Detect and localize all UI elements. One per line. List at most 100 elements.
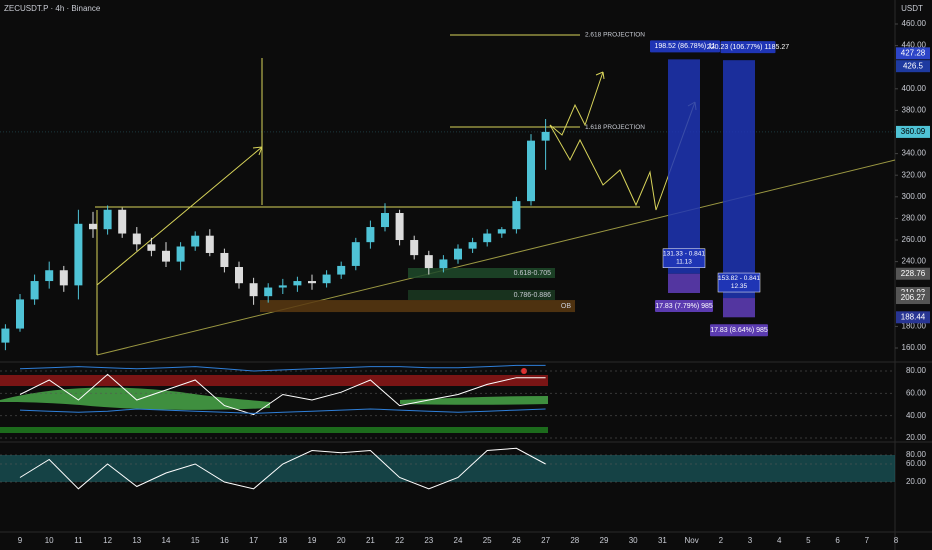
candle-body: [454, 248, 462, 260]
arrow-head: [252, 146, 263, 156]
candle-body: [468, 242, 477, 249]
x-tick-label: 30: [629, 536, 638, 545]
candle-body: [322, 274, 331, 284]
candle-body: [264, 287, 273, 297]
x-tick-label: 10: [45, 536, 54, 545]
y-tick-label: 20.00: [906, 477, 927, 486]
x-tick-label: 31: [658, 536, 667, 545]
target-zone: [723, 60, 755, 299]
stop-label: 17.83 (7.79%) 985: [655, 303, 713, 310]
y-tick-label: 300.00: [902, 192, 927, 201]
mid-label-bg: [717, 272, 761, 293]
y-tick-label: 80.00: [906, 450, 927, 459]
candle-body: [395, 213, 404, 241]
mid-label: 153.82 - 0.841: [718, 275, 760, 282]
zone-label: OB: [561, 303, 571, 310]
arrow: [96, 146, 263, 286]
zone-label: 0.618-0.705: [514, 270, 551, 277]
x-tick-label: 26: [512, 536, 521, 545]
x-tick-label: 24: [454, 536, 463, 545]
target-label: 198.52 (86.78%) 11: [655, 43, 716, 50]
candle-body: [220, 252, 229, 268]
candle-body: [512, 201, 521, 230]
price-tag-label: 427.28: [901, 48, 926, 57]
price-tag-label: 228.76: [901, 269, 926, 278]
candle-body: [278, 285, 287, 288]
candle-body: [410, 240, 419, 256]
y-tick-label: 320.00: [902, 170, 927, 179]
y-tick-label: 180.00: [902, 322, 927, 331]
candle-body: [337, 265, 346, 275]
y-tick-label: 280.00: [902, 214, 927, 223]
x-tick-label: 8: [894, 536, 899, 545]
candle-body: [249, 283, 258, 297]
x-tick-label: 17: [249, 536, 258, 545]
x-tick-label: 28: [570, 536, 579, 545]
price-tag: [896, 47, 930, 60]
candle-body: [16, 299, 24, 329]
y-tick-label: 60.00: [906, 388, 927, 397]
indicator-line: [19, 408, 546, 414]
band-fill: [0, 455, 895, 482]
candle-body: [89, 223, 97, 230]
x-tick-label: Nov: [684, 536, 698, 545]
candle-body: [527, 140, 535, 202]
candle-body: [351, 242, 360, 266]
indicator-line: [19, 447, 546, 490]
y-tick-label: 40.00: [906, 411, 927, 420]
candle-body: [147, 244, 156, 251]
x-tick-label: 23: [424, 536, 433, 545]
y-tick-label: 380.00: [902, 106, 927, 115]
mid-label: 12.35: [731, 283, 748, 290]
y-tick-label: 340.00: [902, 149, 927, 158]
price-tag: [896, 60, 930, 73]
candle-body: [45, 270, 54, 282]
red-band: [0, 375, 548, 386]
x-tick-label: 6: [835, 536, 840, 545]
stop-label-bg: [655, 300, 713, 313]
zone: [408, 290, 555, 301]
stop-zone: [668, 273, 700, 294]
candle-body: [162, 250, 170, 262]
x-tick-label: 3: [748, 536, 753, 545]
y-tick-label: 20.00: [906, 433, 927, 442]
x-tick-label: 22: [395, 536, 404, 545]
candle-body: [103, 209, 112, 230]
trend-line: [96, 159, 896, 356]
price-tag-label: 426.5: [903, 61, 924, 70]
candle-body: [293, 281, 302, 286]
y-tick-label: 400.00: [902, 84, 927, 93]
symbol-title: ZECUSDT.P · 4h · Binance: [4, 4, 101, 13]
price-tag: [896, 292, 930, 305]
projection-label: 2.618 PROJECTION: [585, 32, 645, 39]
x-tick-label: 12: [103, 536, 112, 545]
candle-body: [381, 213, 389, 228]
candle-body: [30, 281, 39, 300]
candle-body: [1, 328, 10, 343]
candle-body: [424, 255, 433, 269]
price-tag-label: 206.27: [901, 293, 926, 302]
candle-body: [497, 229, 506, 234]
price-tag-label: 360.09: [901, 127, 926, 136]
x-tick-label: 20: [337, 536, 346, 545]
price-tag: [896, 125, 930, 138]
stop-zone: [723, 298, 755, 318]
mid-label: 11.13: [676, 258, 692, 265]
x-tick-label: 15: [191, 536, 200, 545]
candle-body: [176, 246, 185, 262]
x-tick-label: 9: [18, 536, 23, 545]
green-cloud: [400, 396, 548, 405]
zone-label: 0.786-0.886: [514, 292, 551, 299]
y-tick-label: 260.00: [902, 235, 927, 244]
mid-label-bg: [662, 248, 706, 268]
y-tick-label: 440.00: [902, 41, 927, 50]
candle-body: [74, 223, 83, 286]
x-tick-label: 7: [865, 536, 870, 545]
x-tick-label: 16: [220, 536, 229, 545]
x-tick-label: 11: [74, 536, 83, 545]
candle-body: [541, 131, 550, 141]
price-tag: [896, 267, 930, 280]
indicator-line: [19, 373, 546, 416]
candle-body: [439, 259, 448, 269]
